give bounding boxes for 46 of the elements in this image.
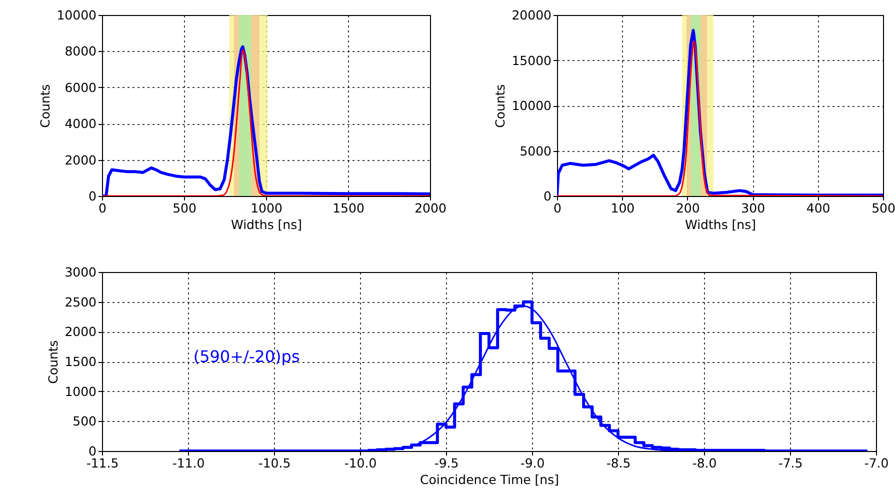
x-tick-label: -7.5 [778,456,803,470]
x-axis-title: Widths [ns] [231,217,302,232]
y-tick-label: 15000 [512,52,552,68]
y-tick-label: 20000 [512,8,552,22]
x-tick-label: 0 [98,200,107,216]
y-tick-label: 2000 [64,324,97,340]
y-axis-title: Counts [38,84,53,128]
x-tick-label: 0 [554,200,562,216]
y-tick-label: 0 [88,444,97,458]
x-tick-label: -8.0 [692,456,717,470]
x-tick-label: 400 [806,200,830,216]
x-tick-label: -11.5 [86,456,119,470]
x-tick-label: -10.0 [344,456,377,470]
x-tick-label: 500 [872,200,895,216]
x-tick-label: -10.5 [258,456,291,470]
x-tick-label: 500 [172,200,196,216]
x-tick-label: -8.5 [606,456,631,470]
x-tick-label: 200 [676,200,700,216]
x-axis-title: Widths [ns] [685,217,756,232]
x-axis-title: Coincidence Time [ns] [420,472,559,487]
y-tick-label: 1500 [64,354,97,369]
annotation: (590+/-20)ps [193,347,300,366]
y-tick-label: 500 [72,414,97,429]
y-axis-title: Counts [492,84,508,128]
x-tick-label: 2000 [414,200,446,216]
x-tick-label: -9.5 [434,456,459,470]
y-tick-label: 4000 [64,116,97,132]
y-tick-label: 3000 [64,264,97,280]
y-tick-label: 6000 [64,80,97,95]
y-tick-label: 0 [544,188,552,204]
x-tick-label: 100 [610,200,635,216]
y-tick-label: 10000 [512,98,552,113]
x-tick-label: -11.0 [172,456,205,470]
x-tick-label: 300 [741,200,766,216]
y-tick-label: 0 [88,188,97,204]
x-tick-label: -9.0 [520,456,545,470]
y-tick-label: 5000 [520,143,552,158]
y-tick-label: 10000 [56,8,97,22]
y-axis-title: Counts [46,340,61,384]
y-tick-label: 8000 [64,44,97,59]
y-tick-label: 2500 [64,294,97,310]
x-tick-label: -7.0 [864,456,889,470]
x-tick-label: 1000 [250,200,282,216]
y-tick-label: 1000 [64,384,97,399]
x-tick-label: 1500 [332,200,364,216]
y-tick-label: 2000 [64,152,97,168]
